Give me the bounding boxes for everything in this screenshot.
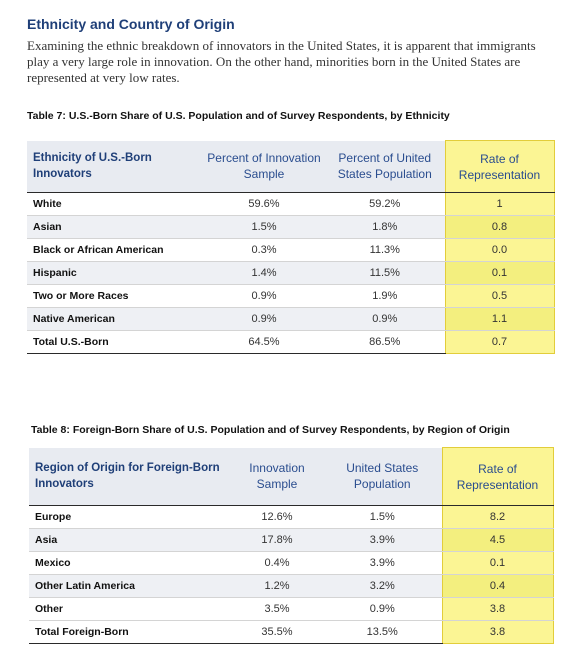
innovation-sample-cell: 1.4%	[203, 261, 325, 285]
rate-cell: 0.5	[444, 284, 555, 308]
rate-cell: 3.8	[441, 597, 554, 621]
row-label: Hispanic	[27, 261, 203, 285]
table7-header-ethnicity: Ethnicity of U.S.-Born Innovators	[27, 140, 203, 193]
innovation-sample-cell: 59.6%	[203, 192, 325, 216]
table-row: Asian 1.5% 1.8% 0.8	[27, 215, 555, 239]
table7-caption: Table 7: U.S.-Born Share of U.S. Populat…	[27, 110, 450, 122]
rate-cell: 1.1	[444, 307, 555, 331]
rate-cell: 0.1	[444, 261, 555, 285]
innovation-sample-cell: 1.5%	[203, 215, 325, 239]
table8-caption: Table 8: Foreign-Born Share of U.S. Popu…	[31, 424, 510, 436]
us-population-cell: 1.5%	[323, 505, 442, 529]
us-population-cell: 1.9%	[325, 284, 445, 308]
table7: Ethnicity of U.S.-Born Innovators Percen…	[27, 140, 555, 354]
us-population-cell: 59.2%	[325, 192, 445, 216]
rate-cell: 0.1	[441, 551, 554, 575]
table7-header-row: Ethnicity of U.S.-Born Innovators Percen…	[27, 140, 555, 193]
rate-cell: 1	[444, 192, 555, 216]
table8-header-rate: Rate of Representation	[441, 447, 554, 506]
rate-cell: 3.8	[441, 620, 554, 644]
row-label: Mexico	[29, 551, 231, 575]
rate-cell: 8.2	[441, 505, 554, 529]
table-row: Two or More Races 0.9% 1.9% 0.5	[27, 284, 555, 308]
table-row: Native American 0.9% 0.9% 1.1	[27, 307, 555, 331]
row-label: Other	[29, 597, 231, 621]
us-population-cell: 0.9%	[323, 597, 442, 621]
rate-cell: 4.5	[441, 528, 554, 552]
table-row-total: Total Foreign-Born 35.5% 13.5% 3.8	[29, 620, 554, 644]
table7-header-innovation-sample: Percent of Innovation Sample	[203, 140, 325, 193]
row-label: White	[27, 192, 203, 216]
row-label: Asia	[29, 528, 231, 552]
rate-cell: 0.8	[444, 215, 555, 239]
innovation-sample-cell: 17.8%	[231, 528, 323, 552]
table8-header-row: Region of Origin for Foreign-Born Innova…	[29, 447, 554, 506]
table-row: Asia 17.8% 3.9% 4.5	[29, 528, 554, 552]
row-label: Asian	[27, 215, 203, 239]
table8-header-region: Region of Origin for Foreign-Born Innova…	[29, 447, 231, 506]
row-label: Black or African American	[27, 238, 203, 262]
table-row-total: Total U.S.-Born 64.5% 86.5% 0.7	[27, 330, 555, 354]
us-population-cell: 3.9%	[323, 528, 442, 552]
innovation-sample-cell: 0.9%	[203, 284, 325, 308]
us-population-cell: 3.9%	[323, 551, 442, 575]
row-label: Native American	[27, 307, 203, 331]
innovation-sample-cell: 0.9%	[203, 307, 325, 331]
innovation-sample-cell: 1.2%	[231, 574, 323, 598]
innovation-sample-cell: 0.4%	[231, 551, 323, 575]
us-population-cell: 0.9%	[325, 307, 445, 331]
row-label: Total Foreign-Born	[29, 620, 231, 644]
table-row: White 59.6% 59.2% 1	[27, 192, 555, 216]
table8-header-us-population: United States Population	[323, 447, 442, 506]
row-label: Total U.S.-Born	[27, 330, 203, 354]
us-population-cell: 1.8%	[325, 215, 445, 239]
us-population-cell: 3.2%	[323, 574, 442, 598]
rate-cell: 0.7	[444, 330, 555, 354]
table-row: Other 3.5% 0.9% 3.8	[29, 597, 554, 621]
row-label: Europe	[29, 505, 231, 529]
row-label: Two or More Races	[27, 284, 203, 308]
section-title: Ethnicity and Country of Origin	[27, 16, 235, 32]
us-population-cell: 86.5%	[325, 330, 445, 354]
innovation-sample-cell: 3.5%	[231, 597, 323, 621]
table7-header-rate: Rate of Representation	[444, 140, 555, 193]
table8: Region of Origin for Foreign-Born Innova…	[29, 447, 554, 644]
row-label: Other Latin America	[29, 574, 231, 598]
rate-cell: 0.4	[441, 574, 554, 598]
intro-paragraph: Examining the ethnic breakdown of innova…	[27, 38, 536, 85]
innovation-sample-cell: 35.5%	[231, 620, 323, 644]
table-row: Black or African American 0.3% 11.3% 0.0	[27, 238, 555, 262]
us-population-cell: 11.5%	[325, 261, 445, 285]
innovation-sample-cell: 0.3%	[203, 238, 325, 262]
table-row: Mexico 0.4% 3.9% 0.1	[29, 551, 554, 575]
innovation-sample-cell: 12.6%	[231, 505, 323, 529]
table-row: Hispanic 1.4% 11.5% 0.1	[27, 261, 555, 285]
table-row: Europe 12.6% 1.5% 8.2	[29, 505, 554, 529]
rate-cell: 0.0	[444, 238, 555, 262]
us-population-cell: 13.5%	[323, 620, 442, 644]
table8-header-innovation-sample: Innovation Sample	[231, 447, 323, 506]
table-row: Other Latin America 1.2% 3.2% 0.4	[29, 574, 554, 598]
us-population-cell: 11.3%	[325, 238, 445, 262]
innovation-sample-cell: 64.5%	[203, 330, 325, 354]
table7-header-us-population: Percent of United States Population	[325, 140, 445, 193]
